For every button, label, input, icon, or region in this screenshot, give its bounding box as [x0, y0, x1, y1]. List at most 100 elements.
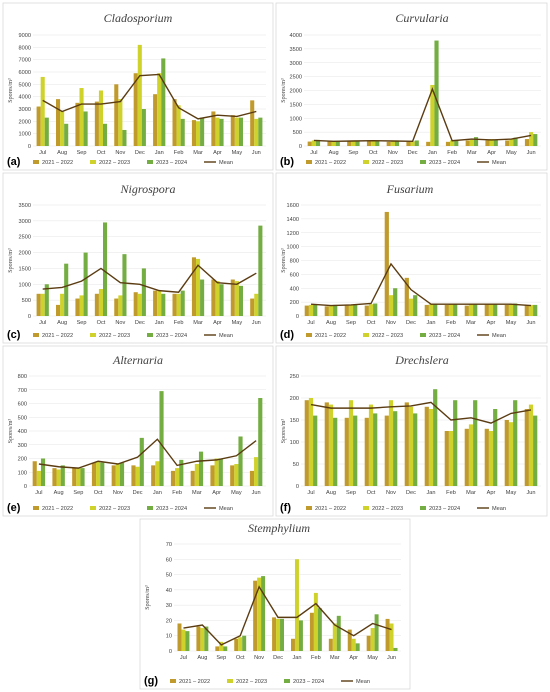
legend-label: 2023 – 2024 [156, 506, 187, 512]
panel-title: Fusarium [386, 182, 434, 196]
y-tick-label: 200 [290, 300, 299, 306]
legend-swatch [147, 160, 153, 164]
bar-2-dec [135, 466, 140, 486]
bar-2-jul [181, 629, 186, 651]
bar-3-apr [219, 284, 224, 316]
bar-1-aug [56, 99, 61, 146]
x-tick-label: May [506, 490, 517, 496]
bar-1-jul [36, 106, 41, 146]
y-axis-label: Spores/m³ [145, 585, 151, 610]
bar-1-may [504, 304, 509, 316]
x-tick-label: Dec [133, 490, 143, 496]
bar-1-may [505, 140, 510, 146]
y-tick-label: 1000 [19, 282, 31, 288]
y-tick-label: 1500 [19, 266, 31, 272]
y-tick-label: 250 [290, 374, 299, 380]
x-tick-label: Jul [307, 490, 314, 496]
bar-3-oct [100, 462, 105, 486]
bar-2-may [508, 422, 514, 486]
bar-1-aug [327, 141, 332, 146]
bar-2-apr [214, 458, 219, 486]
x-tick-label: Sep [77, 150, 87, 156]
y-tick-label: 150 [290, 418, 299, 424]
bar-2-mar [469, 139, 474, 146]
bar-1-apr [484, 304, 489, 316]
bar-1-dec [131, 465, 136, 486]
legend-label: Mean [492, 506, 506, 512]
x-tick-label: Sep [348, 150, 358, 156]
bar-3-feb [453, 400, 458, 486]
bar-1-apr [485, 140, 490, 146]
bar-2-feb [313, 592, 318, 651]
x-tick-label: Jul [35, 490, 42, 496]
bar-2-jun [254, 293, 259, 316]
legend-swatch [33, 333, 39, 337]
x-tick-label: Dec [408, 150, 418, 156]
y-tick-label: 100 [18, 470, 27, 476]
legend-swatch [306, 333, 312, 337]
legend-swatch [363, 506, 369, 510]
legend-swatch [306, 160, 312, 164]
legend-swatch [420, 333, 426, 337]
panel-title: Stemphylium [248, 521, 310, 535]
bar-1-aug [324, 402, 329, 486]
legend-swatch [147, 333, 153, 337]
bar-1-jun [524, 305, 529, 316]
bar-1-jan [153, 94, 158, 146]
panel-drechslera: Drechslera 0 50 100 150 200 250 Spores/m³ Jul Aug… [275, 345, 548, 517]
y-axis-label: Spores/m³ [8, 248, 14, 273]
bar-1-sep [75, 298, 80, 316]
bar-2-jan [428, 304, 434, 316]
legend-label: Mean [356, 679, 370, 685]
bar-3-may [513, 303, 518, 316]
x-tick-label: Jun [252, 320, 261, 326]
bar-1-aug [52, 468, 57, 486]
y-tick-label: 1400 [287, 217, 299, 223]
bar-1-apr [211, 111, 216, 146]
bar-1-feb [444, 304, 449, 316]
bar-3-jun [258, 398, 263, 486]
y-tick-label: 0 [296, 314, 299, 320]
y-tick-label: 700 [18, 388, 27, 394]
x-tick-label: Mar [467, 150, 477, 156]
bar-1-jul [304, 400, 309, 486]
x-tick-label: Mar [192, 490, 202, 496]
bar-1-jun [250, 298, 255, 316]
bar-3-sep [83, 111, 88, 146]
bar-1-feb [445, 141, 451, 146]
bar-3-mar [473, 400, 478, 486]
bar-1-mar [190, 470, 195, 486]
bar-3-feb [453, 304, 458, 316]
bar-2-oct [98, 289, 103, 316]
bar-3-feb [179, 459, 184, 486]
bar-2-dec [410, 141, 415, 146]
legend-label: 2022 – 2023 [236, 679, 267, 685]
y-tick-label: 3500 [290, 47, 302, 53]
bar-3-oct [373, 413, 378, 486]
mean-line [42, 73, 257, 120]
legend-label: 2023 – 2024 [293, 679, 324, 685]
x-tick-label: Feb [446, 490, 456, 496]
y-tick-label: 0 [24, 484, 27, 490]
bar-1-apr [211, 279, 216, 316]
bar-2-jun [528, 304, 534, 316]
bar-1-may [366, 635, 371, 651]
panel-title: Nigrospora [120, 182, 176, 196]
bar-1-mar [464, 428, 469, 486]
bar-1-sep [215, 646, 220, 651]
x-tick-label: Apr [213, 150, 222, 156]
x-tick-label: Apr [487, 150, 496, 156]
y-tick-label: 30 [166, 603, 172, 609]
x-tick-label: Apr [487, 490, 496, 496]
bar-2-jan [430, 84, 435, 146]
x-tick-label: Sep [73, 490, 83, 496]
bar-1-mar [464, 305, 469, 316]
x-tick-label: Mar [466, 320, 476, 326]
y-tick-label: 6000 [19, 70, 31, 76]
bar-3-aug [64, 123, 69, 146]
legend-swatch [420, 160, 426, 164]
y-axis-label: Spores/m³ [8, 419, 14, 444]
panel-letter: (b) [280, 156, 294, 168]
legend-label: 2021 – 2022 [315, 160, 346, 166]
x-tick-label: Feb [174, 150, 184, 156]
